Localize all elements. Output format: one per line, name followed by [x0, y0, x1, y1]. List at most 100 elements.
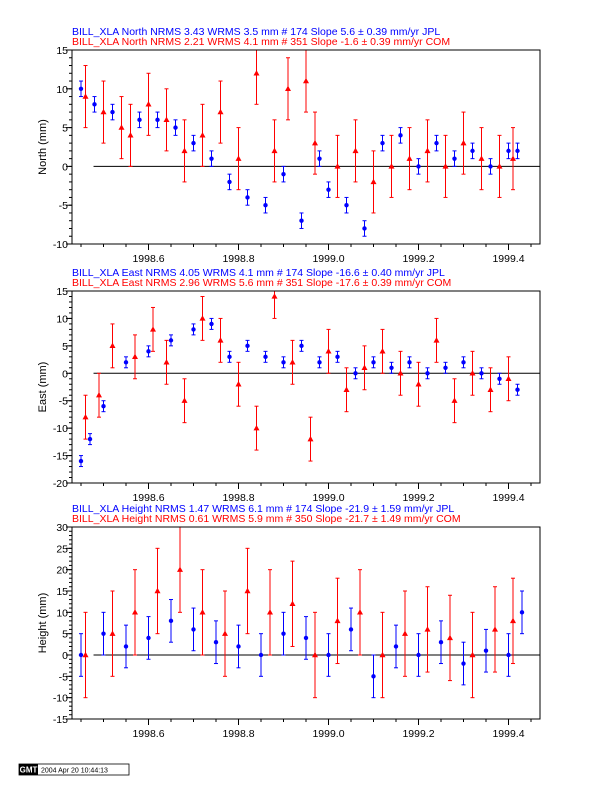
data-point-COM	[271, 119, 278, 183]
data-point-COM	[352, 119, 359, 183]
y-tick-label: 30	[56, 522, 68, 534]
x-tick-label: 1999.4	[492, 253, 524, 265]
data-point-COM	[451, 378, 458, 424]
data-point-COM	[154, 547, 161, 635]
data-point-JPL	[398, 127, 403, 144]
marker-circle	[371, 674, 376, 679]
marker-circle	[110, 109, 115, 115]
data-point-JPL	[168, 334, 174, 347]
data-point-JPL	[191, 323, 196, 336]
series-COM	[82, 291, 512, 462]
marker-triangle	[505, 375, 512, 381]
data-point-COM	[217, 317, 224, 363]
data-point-JPL	[515, 383, 520, 396]
marker-circle	[461, 661, 466, 666]
y-tick-label: -10	[53, 693, 68, 705]
y-tick-label: -15	[53, 714, 68, 726]
stats-line-2: BILL_XLA North NRMS 2.21 WRMS 4.1 mm # 3…	[72, 36, 450, 48]
marker-circle	[344, 203, 349, 208]
data-point-COM	[424, 119, 431, 183]
marker-circle	[78, 652, 84, 658]
y-axis-label: East (mm)	[37, 362, 49, 413]
data-point-COM	[312, 611, 318, 699]
marker-circle	[348, 627, 354, 632]
y-tick-label: 15	[56, 45, 68, 57]
data-point-JPL	[281, 356, 286, 369]
data-point-JPL	[263, 350, 268, 363]
data-point-COM	[132, 569, 138, 656]
data-point-COM	[379, 328, 386, 374]
marker-triangle	[312, 139, 318, 146]
data-point-JPL	[146, 345, 151, 358]
marker-triangle	[424, 626, 431, 632]
data-point-COM	[388, 134, 395, 198]
marker-circle	[281, 631, 286, 636]
data-point-JPL	[425, 367, 430, 380]
data-point-COM	[325, 328, 332, 374]
y-tick-label: -5	[59, 671, 68, 683]
marker-circle	[146, 349, 151, 354]
marker-circle	[335, 354, 340, 360]
plot-area	[78, 291, 520, 468]
marker-triangle	[235, 381, 242, 387]
x-tick-label: 1998.8	[222, 492, 254, 504]
marker-triangle	[379, 348, 386, 354]
x-tick-label: 1999.4	[492, 728, 524, 740]
data-point-JPL	[344, 196, 349, 214]
marker-circle	[123, 644, 129, 649]
marker-triangle	[361, 364, 368, 370]
marker-circle	[227, 354, 232, 360]
y-tick-label: -15	[53, 451, 68, 463]
series-COM	[82, 527, 516, 699]
data-point-JPL	[168, 599, 174, 643]
data-point-JPL	[362, 220, 367, 237]
marker-circle	[299, 343, 304, 349]
chart-panels: BILL_XLA North NRMS 3.43 WRMS 3.5 mm # 1…	[37, 26, 541, 740]
y-tick-label: 20	[56, 565, 68, 577]
data-point-JPL	[371, 356, 376, 369]
data-point-JPL	[209, 317, 214, 330]
x-tick-label: 1998.6	[132, 492, 164, 504]
marker-circle	[263, 354, 268, 360]
y-tick-label: -10	[53, 423, 68, 435]
marker-circle	[380, 140, 385, 146]
data-point-COM	[361, 345, 368, 391]
marker-circle	[191, 327, 196, 332]
data-point-JPL	[470, 142, 475, 160]
data-point-JPL	[443, 361, 448, 374]
data-point-JPL	[371, 654, 376, 699]
stats-line-1: BILL_XLA North NRMS 3.43 WRMS 3.5 mm # 1…	[72, 26, 440, 38]
data-point-JPL	[438, 620, 444, 665]
data-point-COM	[222, 590, 228, 677]
marker-triangle	[253, 70, 260, 76]
marker-circle	[519, 610, 525, 615]
stats-line-1: BILL_XLA Height NRMS 1.47 WRMS 6.1 mm # …	[72, 503, 454, 515]
marker-triangle	[357, 609, 363, 615]
series-JPL	[78, 590, 525, 699]
marker-triangle	[253, 424, 260, 431]
y-tick-label: -10	[53, 239, 68, 251]
marker-triangle	[163, 116, 170, 123]
marker-circle	[317, 360, 322, 365]
gmt-timestamp-stamp: GMT 2004 Apr 20 10:44:13	[18, 763, 130, 776]
marker-triangle	[496, 163, 503, 169]
marker-triangle	[510, 155, 516, 161]
data-point-JPL	[407, 356, 412, 369]
data-point-JPL	[452, 150, 457, 167]
marker-triangle	[199, 315, 206, 321]
marker-circle	[146, 635, 151, 641]
data-point-JPL	[236, 624, 241, 669]
marker-circle	[452, 156, 457, 161]
series-JPL	[78, 80, 520, 237]
marker-circle	[191, 627, 196, 632]
data-point-COM	[312, 111, 318, 175]
y-tick-label: -5	[59, 396, 68, 408]
data-point-JPL	[92, 96, 97, 113]
data-point-JPL	[506, 633, 511, 677]
marker-triangle	[145, 101, 152, 107]
marker-triangle	[487, 386, 494, 392]
y-tick-label: 0	[62, 368, 68, 380]
data-point-COM	[510, 127, 516, 191]
data-point-JPL	[101, 611, 106, 656]
data-point-JPL	[123, 356, 129, 369]
